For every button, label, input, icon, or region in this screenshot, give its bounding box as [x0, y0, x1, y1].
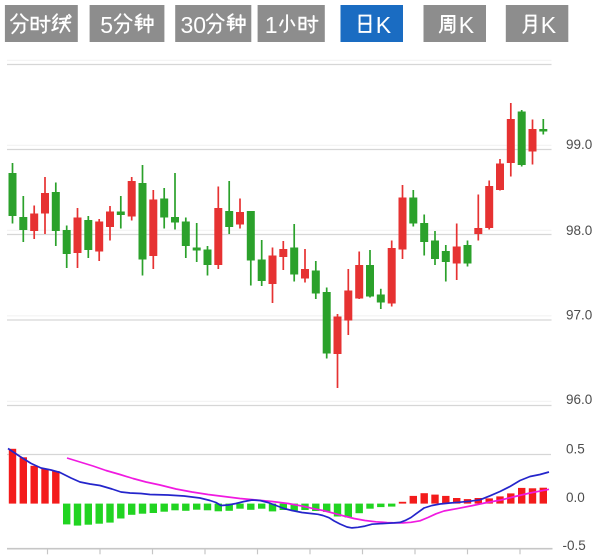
- svg-text:99.0: 99.0: [566, 137, 592, 152]
- svg-text:-0.5: -0.5: [563, 538, 586, 553]
- svg-text:96.0: 96.0: [566, 392, 592, 407]
- svg-text:5: 5: [100, 12, 113, 38]
- svg-text:K: K: [541, 12, 557, 38]
- svg-text:1: 1: [265, 12, 278, 38]
- svg-text:30: 30: [181, 12, 207, 38]
- svg-text:0.5: 0.5: [566, 442, 585, 457]
- svg-text:97.0: 97.0: [566, 308, 592, 323]
- svg-text:98.0: 98.0: [566, 223, 592, 238]
- svg-text:0.0: 0.0: [566, 490, 585, 505]
- svg-text:K: K: [376, 12, 392, 38]
- svg-text:K: K: [459, 12, 475, 38]
